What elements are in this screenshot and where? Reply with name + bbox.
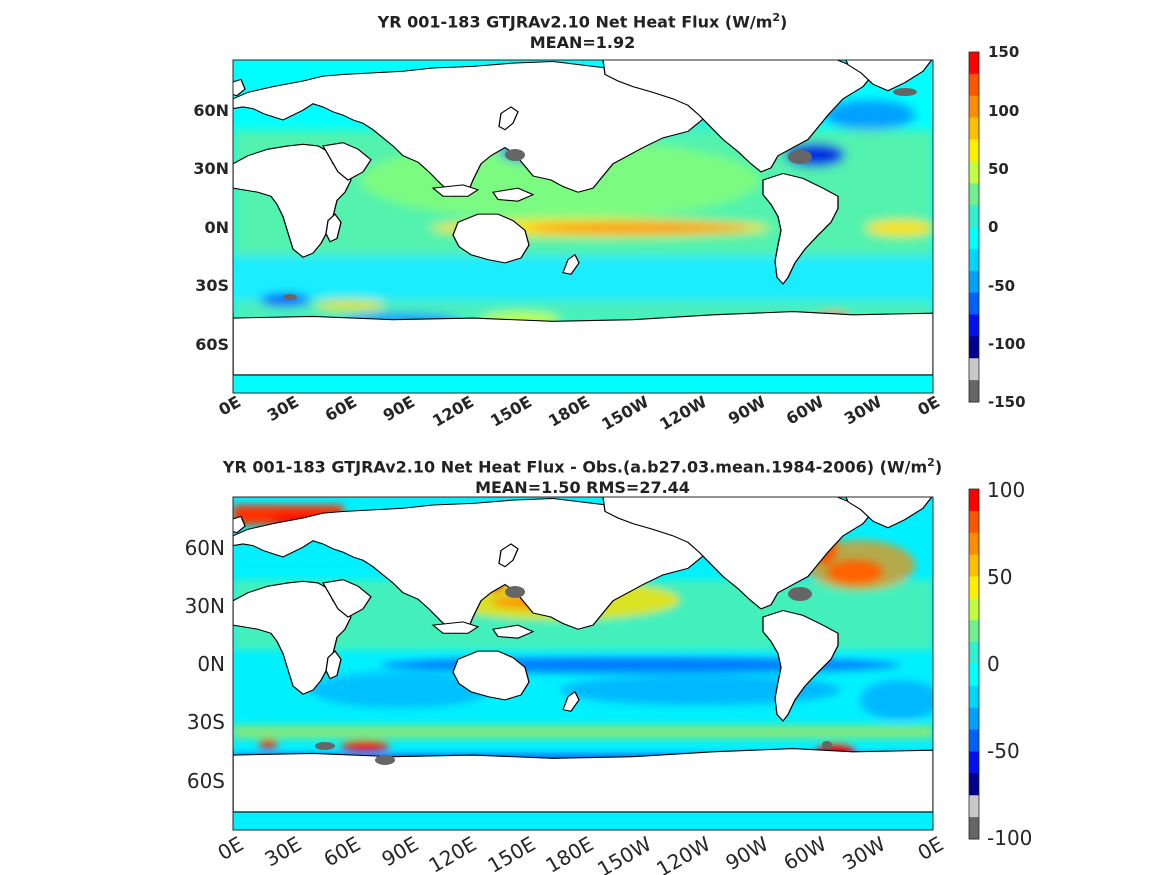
bottom-lon-tick: 30E xyxy=(261,832,306,872)
top-map-frame xyxy=(232,59,934,394)
top-lon-tick: 30W xyxy=(841,392,885,429)
colorbar-swatch xyxy=(969,489,979,512)
bottom-lon-tick: 90E xyxy=(378,832,423,872)
colorbar-swatch xyxy=(969,576,979,599)
colorbar-swatch xyxy=(969,161,979,184)
bottom-lon-tick: 30W xyxy=(838,831,889,875)
colorbar-swatch xyxy=(969,139,979,162)
bottom-lat-tick: 30N xyxy=(185,594,225,618)
bottom-lat-tick: 60N xyxy=(185,536,225,560)
bottom-lon-tick: 0E xyxy=(214,832,248,865)
bottom-lon-tick: 150E xyxy=(483,832,539,875)
colorbar-swatch xyxy=(969,270,979,294)
colorbar-swatch xyxy=(969,183,979,206)
colorbar-swatch xyxy=(969,685,979,709)
top-lon-tick: 60E xyxy=(322,392,360,425)
bottom-colorbar xyxy=(968,488,980,840)
top-lon-tick: 90E xyxy=(380,392,418,425)
colorbar-swatch xyxy=(969,117,979,140)
top-lon-tick: 60W xyxy=(783,392,827,429)
colorbar-swatch xyxy=(969,642,979,665)
top-lon-tick: 120E xyxy=(429,392,477,431)
top-lon-tick: 0E xyxy=(914,392,943,419)
top-colorbar-tick: -50 xyxy=(988,277,1015,295)
top-lon-tick: 0E xyxy=(215,392,244,419)
top-colorbar-tick: -150 xyxy=(988,393,1026,411)
top-lat-tick: 0N xyxy=(204,218,229,237)
top-lon-tick: 180E xyxy=(545,392,593,431)
bottom-lat-tick: 30S xyxy=(187,710,225,734)
bottom-lon-tick: 120E xyxy=(424,832,480,875)
top-colorbar-tick: -100 xyxy=(988,335,1026,353)
bottom-lon-tick: 0E xyxy=(914,832,948,865)
colorbar-swatch xyxy=(969,773,979,796)
top-colorbar-tick: 100 xyxy=(988,102,1019,120)
colorbar-swatch xyxy=(969,52,979,75)
top-colorbar-tick: 0 xyxy=(988,218,998,236)
colorbar-swatch xyxy=(969,620,979,643)
colorbar-swatch xyxy=(969,292,979,315)
colorbar-swatch xyxy=(969,751,979,774)
bottom-lat-tick: 60S xyxy=(187,769,225,793)
colorbar-swatch xyxy=(969,817,979,840)
bottom-lon-tick: 60W xyxy=(779,831,830,875)
bottom-lon-tick: 150W xyxy=(593,831,655,875)
top-colorbar-tick: 50 xyxy=(988,160,1009,178)
top-panel-subtitle: MEAN=1.92 xyxy=(529,33,636,53)
top-lat-tick: 30N xyxy=(193,159,229,178)
colorbar-swatch xyxy=(969,336,979,359)
bottom-colorbar-tick: 50 xyxy=(987,565,1012,589)
bottom-panel-title: YR 001-183 GTJRAv2.10 Net Heat Flux - Ob… xyxy=(120,452,1045,498)
top-lat-tick: 30S xyxy=(195,276,229,295)
bottom-panel-subtitle: MEAN=1.50 RMS=27.44 xyxy=(475,478,690,498)
colorbar-swatch xyxy=(969,664,979,687)
bottom-lon-tick: 180E xyxy=(541,832,597,875)
bottom-map-frame xyxy=(232,496,934,831)
colorbar-swatch xyxy=(969,248,979,272)
bottom-colorbar-tick: 100 xyxy=(987,478,1025,502)
top-lat-tick: 60S xyxy=(195,335,229,354)
top-lon-tick: 150E xyxy=(487,392,535,431)
colorbar-swatch xyxy=(969,205,979,228)
bottom-lon-tick: 60E xyxy=(320,832,365,872)
top-lon-tick: 90W xyxy=(725,392,769,429)
top-panel-title: YR 001-183 GTJRAv2.10 Net Heat Flux (W/m… xyxy=(120,7,1045,53)
colorbar-swatch xyxy=(969,532,979,556)
colorbar-swatch xyxy=(969,707,979,731)
bottom-lat-tick: 0N xyxy=(197,652,225,676)
colorbar-swatch xyxy=(969,729,979,752)
top-lon-tick: 150W xyxy=(598,392,652,434)
colorbar-frame xyxy=(968,51,980,403)
bottom-map: 60N 30N 0N 30S 60S 0E 30E 60E 90E 120E 1… xyxy=(185,478,1033,875)
colorbar-swatch xyxy=(969,554,979,577)
top-lat-tick: 60N xyxy=(193,101,229,120)
colorbar-frame xyxy=(968,488,980,840)
colorbar-swatch xyxy=(969,73,979,97)
bottom-colorbar-tick: 0 xyxy=(987,652,1000,676)
colorbar-swatch xyxy=(969,510,979,534)
colorbar-swatch xyxy=(969,380,979,403)
bottom-colorbar-tick: -50 xyxy=(987,739,1020,763)
colorbar-swatch xyxy=(969,358,979,381)
top-colorbar-tick: 150 xyxy=(988,43,1019,61)
top-lon-tick: 120W xyxy=(656,392,710,434)
bottom-lon-tick: 120W xyxy=(652,831,714,875)
colorbar-swatch xyxy=(969,314,979,337)
bottom-colorbar-tick: -100 xyxy=(987,826,1032,850)
colorbar-swatch xyxy=(969,598,979,621)
top-colorbar xyxy=(968,51,980,403)
colorbar-swatch xyxy=(969,795,979,818)
top-lon-tick: 30E xyxy=(264,392,302,425)
colorbar-swatch xyxy=(969,227,979,250)
colorbar-swatch xyxy=(969,95,979,119)
top-map: 60N 30N 0N 30S 60S 0E 30E 60E 90E 120E 1… xyxy=(193,43,1026,434)
bottom-lon-tick: 90W xyxy=(721,831,772,875)
